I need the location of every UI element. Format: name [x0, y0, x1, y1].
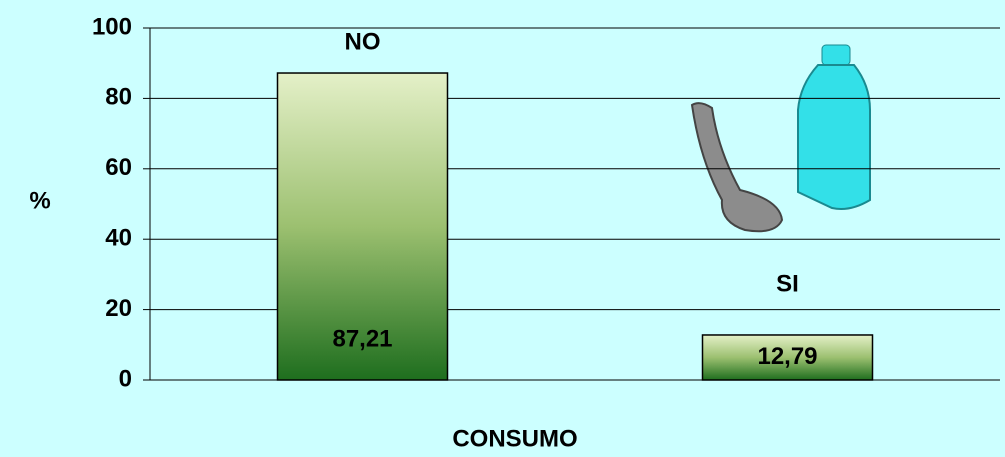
value-label: 87,21	[332, 325, 392, 352]
x-axis-label: CONSUMO	[452, 425, 577, 452]
y-tick-label: 40	[105, 225, 132, 252]
spoon-illustration	[690, 102, 784, 233]
y-tick-label: 60	[105, 154, 132, 181]
category-label: SI	[776, 270, 799, 297]
y-axis-label: %	[29, 187, 50, 214]
category-label: NO	[345, 28, 381, 55]
bar	[276, 72, 449, 381]
y-tick-label: 0	[119, 365, 132, 392]
bottle-illustration	[797, 44, 871, 210]
bar	[701, 334, 874, 381]
value-label: 12,79	[757, 343, 817, 370]
y-tick-label: 20	[105, 295, 132, 322]
y-tick-label: 80	[105, 84, 132, 111]
y-tick-label: 100	[92, 13, 132, 40]
